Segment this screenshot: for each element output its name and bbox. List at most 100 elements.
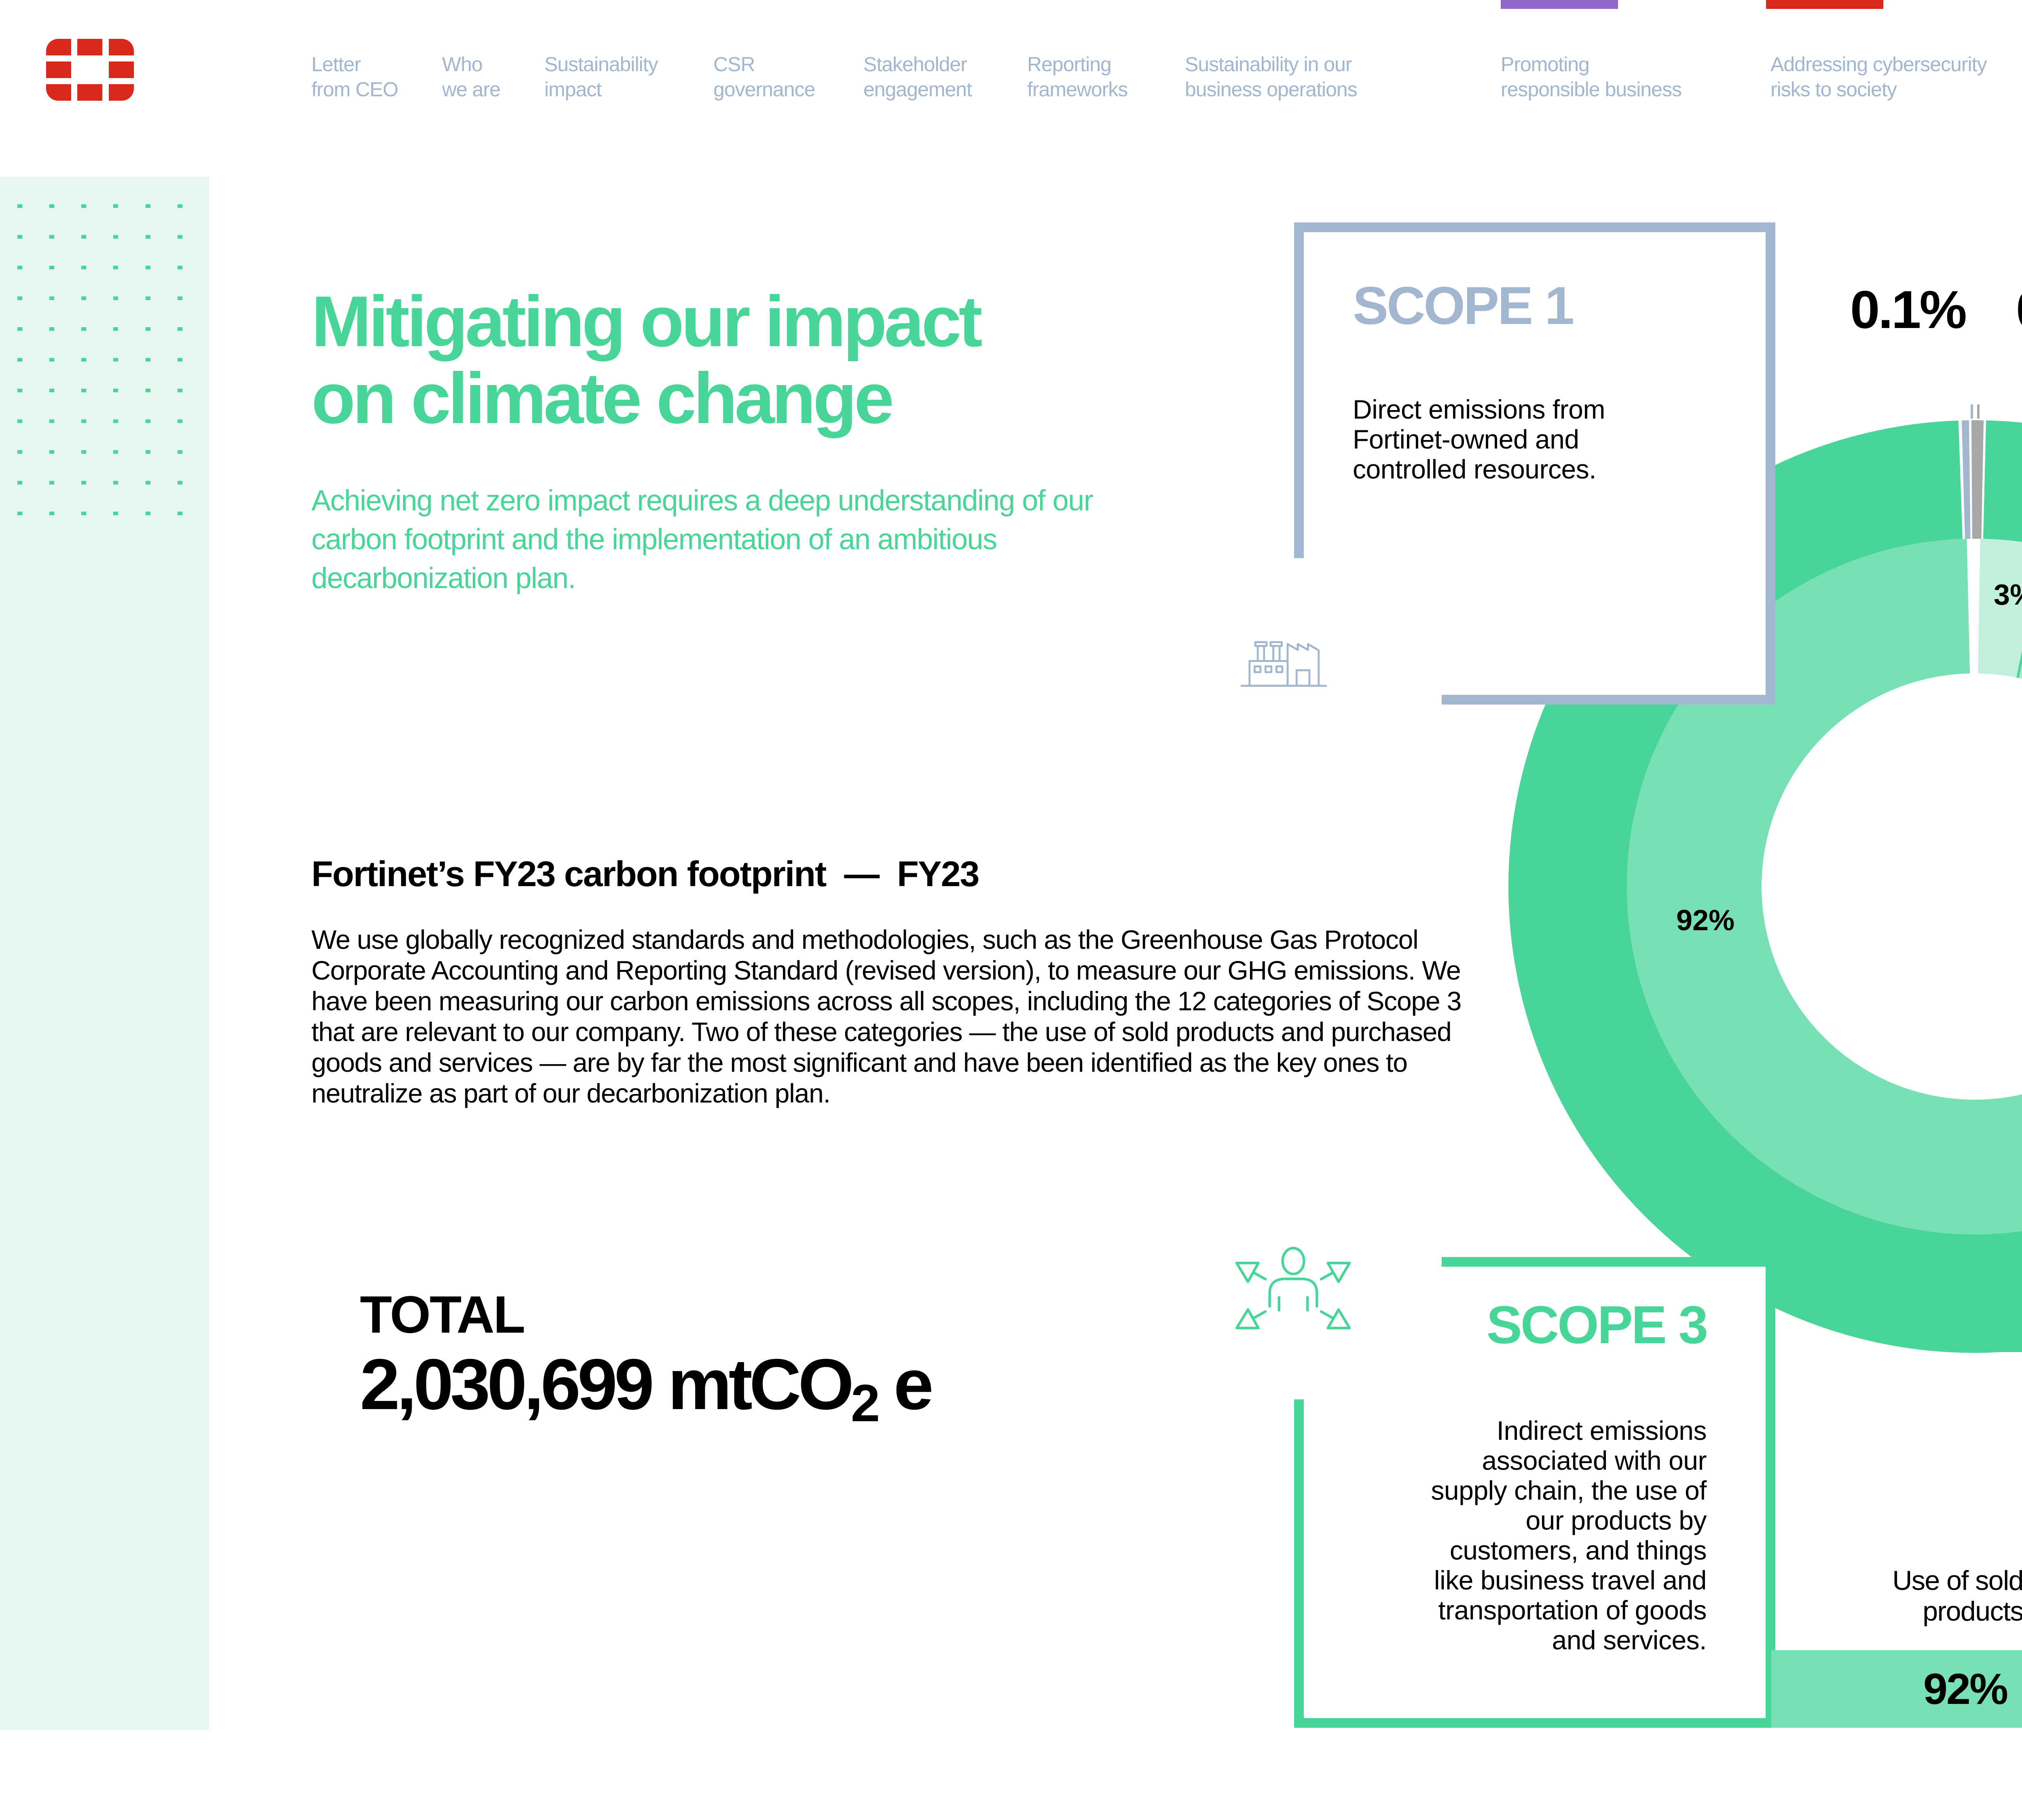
decorative-dot — [81, 296, 86, 300]
decorative-dot — [81, 419, 86, 423]
decorative-dot — [113, 327, 118, 331]
decorative-dot — [49, 266, 54, 269]
donut-segment-scope2 — [1971, 420, 1984, 539]
decorative-dot — [17, 327, 22, 331]
donut-label-3: 3% — [1994, 579, 2022, 611]
decorative-dot — [17, 512, 22, 515]
decorative-dot — [146, 296, 150, 300]
total-number: 2,030,699 — [360, 1344, 654, 1424]
decorative-dot — [178, 450, 182, 454]
decorative-dot — [113, 450, 118, 454]
page-title-line1: Mitigating our impact — [311, 281, 983, 362]
fortinet-logo[interactable] — [46, 39, 134, 101]
section-body: We use globally recognized standards and… — [311, 925, 1462, 1108]
decorative-dot — [49, 512, 54, 515]
decorative-dot — [146, 450, 150, 454]
bar-use-of-sold-products: 92% — [1771, 1650, 2022, 1728]
decorative-dot — [146, 235, 150, 239]
decorative-dot — [146, 389, 150, 392]
decorative-dot — [178, 204, 182, 208]
decorative-dot — [81, 358, 86, 362]
scope2-connector-line — [1977, 404, 1980, 419]
decorative-dot — [17, 419, 22, 423]
nav-item-reporting-frameworks[interactable]: Reporting frameworks — [1027, 53, 1128, 101]
decorative-dot — [17, 481, 22, 485]
scope2-percent: 0.3% — [2016, 279, 2022, 340]
decorative-dot — [17, 450, 22, 454]
scope3-frame — [1294, 1257, 1775, 1728]
nav-item-stakeholder-engagement[interactable]: Stakeholder engagement — [863, 53, 972, 101]
decorative-dot — [178, 512, 182, 515]
decorative-dot — [17, 389, 22, 392]
nav-item-addressing-cybersecurity[interactable]: Addressing cybersecurity risks to societ… — [1770, 53, 1987, 101]
decorative-dot — [81, 389, 86, 392]
decorative-dot — [17, 358, 22, 362]
decorative-dot — [17, 235, 22, 239]
decorative-dot — [49, 450, 54, 454]
nav-tab-indicator-cybersecurity — [1766, 0, 1883, 9]
total-label: TOTAL — [360, 1285, 525, 1344]
decorative-dot — [113, 266, 118, 269]
decorative-dot — [49, 358, 54, 362]
decorative-dot — [178, 481, 182, 485]
fortinet-logo-icon — [46, 39, 134, 101]
decorative-dot — [146, 266, 150, 269]
page-title-line2: on climate change — [311, 358, 894, 438]
decorative-dot — [49, 327, 54, 331]
scope1-card: SCOPE 1 Direct emissions from Fortinet-o… — [1294, 222, 1775, 705]
decorative-dot — [113, 204, 118, 208]
decorative-dot — [81, 266, 86, 269]
decorative-dot — [113, 296, 118, 300]
scope1-frame — [1294, 222, 1775, 705]
decorative-dot — [146, 204, 150, 208]
nav-item-who-we-are[interactable]: Who we are — [442, 53, 501, 101]
decorative-dot — [113, 389, 118, 392]
decorative-dot — [146, 358, 150, 362]
page-title: Mitigating our impact on climate change — [311, 281, 983, 438]
scope1-description: Direct emissions from Fortinet-owned and… — [1353, 394, 1605, 484]
category-label-use-of-sold-products: Use of sold products — [1892, 1565, 2022, 1627]
nav-tab-indicator-promoting — [1501, 0, 1618, 9]
decorative-dot — [113, 481, 118, 485]
section-subheading: Fortinet’s FY23 carbon footprint — FY23 — [311, 854, 979, 894]
decorative-dot — [17, 204, 22, 208]
scope3-title: SCOPE 3 — [1486, 1295, 1708, 1354]
decorative-dot — [49, 389, 54, 392]
decorative-dot — [178, 419, 182, 423]
decorative-sidebar — [0, 177, 209, 1730]
nav-item-letter-from-ceo[interactable]: Letter from CEO — [311, 53, 398, 101]
decorative-dot — [146, 512, 150, 515]
nav-item-sustainability-impact[interactable]: Sustainability impact — [544, 53, 658, 101]
decorative-dot — [178, 235, 182, 239]
decorative-dot — [113, 235, 118, 239]
donut-segment-scope1 — [1961, 420, 1971, 539]
decorative-dot — [113, 419, 118, 423]
decorative-dot — [178, 296, 182, 300]
decorative-dot — [81, 512, 86, 515]
decorative-dot — [178, 327, 182, 331]
decorative-dot — [49, 296, 54, 300]
scope3-card: SCOPE 3 Indirect emissions associated wi… — [1294, 1250, 1775, 1728]
decorative-dot — [146, 327, 150, 331]
decorative-dot — [146, 419, 150, 423]
intro-text: Achieving net zero impact requires a dee… — [311, 485, 1093, 595]
scope1-title: SCOPE 1 — [1353, 276, 1574, 335]
nav-item-sustainability-business-operations[interactable]: Sustainability in our business operation… — [1185, 53, 1358, 101]
factory-icon — [1240, 641, 1327, 687]
decorative-dot — [81, 481, 86, 485]
decorative-dot — [113, 358, 118, 362]
decorative-dot — [178, 358, 182, 362]
decorative-dot — [17, 296, 22, 300]
person-network-icon — [1235, 1246, 1351, 1329]
donut-segment-use-of-sold-products — [1627, 539, 2022, 1234]
decorative-dot — [81, 450, 86, 454]
decorative-dot — [178, 266, 182, 269]
decorative-dot — [49, 204, 54, 208]
nav-item-promoting-responsible-business[interactable]: Promoting responsible business — [1501, 53, 1682, 101]
decorative-dot — [17, 266, 22, 269]
decorative-dot — [49, 481, 54, 485]
decorative-dot — [49, 419, 54, 423]
nav-item-csr-governance[interactable]: CSR governance — [713, 53, 815, 101]
decorative-dot — [146, 481, 150, 485]
decorative-dot — [81, 327, 86, 331]
